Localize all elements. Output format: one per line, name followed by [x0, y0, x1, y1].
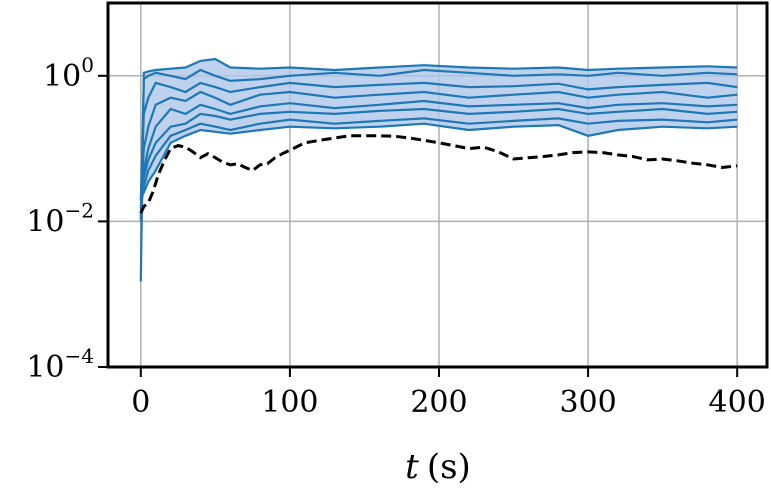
band-series-line-8	[139, 122, 738, 200]
x-tick-label: 200	[410, 385, 467, 420]
plot-area	[139, 57, 738, 282]
x-tick-label: 100	[261, 385, 318, 420]
band-series-line-1	[139, 57, 738, 282]
grid-lines	[108, 3, 767, 368]
y-tick-label: 10−4	[26, 344, 94, 385]
y-tick-label: 100	[43, 53, 94, 94]
band-series-line-2	[139, 68, 738, 222]
x-axis-ticks: 0 100 200 300 400	[131, 367, 766, 420]
x-axis-label-var: t	[405, 447, 419, 487]
band-series-line-7	[139, 117, 738, 200]
y-tick-label: 10−2	[26, 198, 94, 239]
band-series-group	[139, 57, 738, 282]
band-series-line-3	[139, 81, 738, 200]
axes-frame	[106, 1, 769, 369]
band-series-line-4	[139, 90, 738, 209]
x-axis-label-unit: (s)	[427, 447, 471, 487]
band-series-line-5	[139, 99, 738, 216]
x-tick-label: 0	[131, 385, 150, 420]
dashed-series-group	[139, 134, 738, 214]
band-series-line-6	[139, 107, 738, 200]
y-axis-ticks: 10−4 10−2 100	[26, 53, 108, 385]
x-tick-label: 300	[559, 385, 616, 420]
x-axis-label: t (s)	[405, 447, 471, 487]
dashed-series-line	[139, 134, 738, 214]
x-tick-label: 400	[709, 385, 766, 420]
